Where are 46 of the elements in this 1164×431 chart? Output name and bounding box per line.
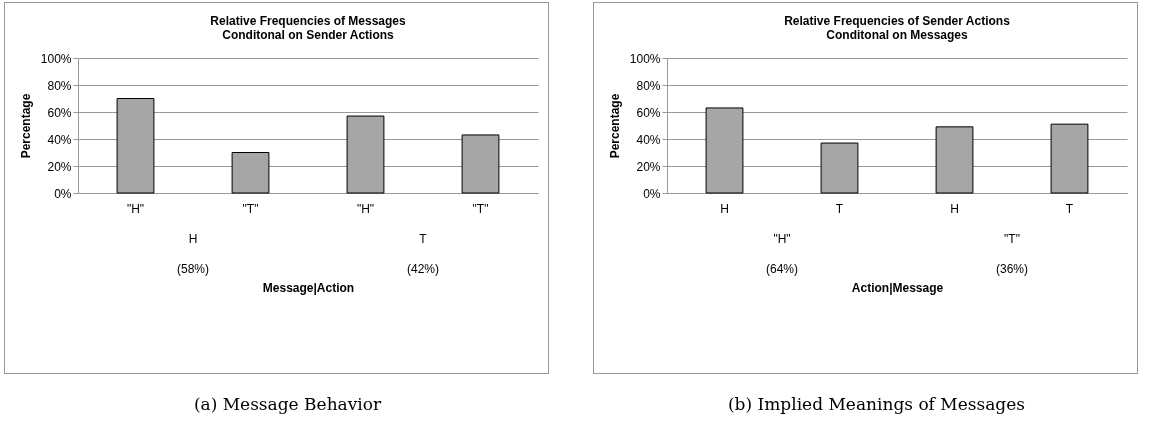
chart-subtitle: Conditonal on Messages: [826, 28, 968, 42]
x-tick-label: "T": [472, 201, 489, 216]
y-tick-label: 40%: [47, 132, 72, 147]
text: (58%): [176, 262, 210, 276]
text: (42%): [406, 262, 440, 276]
y-tick-label: 20%: [47, 159, 72, 174]
text: "H": [773, 232, 791, 246]
y-axis-title: Percentage: [607, 93, 622, 159]
x-tick-label: T: [835, 201, 844, 216]
chart-subtitle: Conditonal on Sender Actions: [222, 28, 395, 42]
y-tick-label: 20%: [636, 159, 661, 174]
x-tick-label: "H": [126, 201, 145, 216]
x-tick-label: "H": [356, 201, 375, 216]
text: (64%): [765, 262, 799, 276]
text: T: [419, 232, 428, 246]
chart-title: Relative Frequencies of Sender Actions: [784, 14, 1011, 28]
y-tick-label: 80%: [636, 78, 661, 93]
bar: [346, 115, 385, 194]
x-tick-label: T: [1065, 201, 1074, 216]
y-tick-label: 80%: [47, 78, 72, 93]
x-tick-label: "T": [242, 201, 259, 216]
y-axis-title: Percentage: [18, 93, 33, 159]
x-axis-title: Action|Message: [851, 280, 944, 295]
y-tick-label: 0%: [643, 186, 661, 201]
text: H: [188, 232, 198, 246]
chart-title: Relative Frequencies of Messages: [210, 14, 407, 28]
y-tick-label: 0%: [54, 186, 72, 201]
bar: [231, 152, 270, 194]
bar: [705, 107, 744, 194]
bar: [820, 142, 859, 194]
bar: [1050, 123, 1089, 194]
y-tick-label: 60%: [636, 105, 661, 120]
bar: [461, 134, 500, 194]
x-tick-label: H: [950, 201, 959, 216]
x-axis-title: Message|Action: [262, 280, 355, 295]
y-tick-label: 100%: [40, 51, 72, 66]
bar: [116, 98, 155, 194]
text: (a) Message Behavior: [192, 394, 383, 414]
y-tick-label: 40%: [636, 132, 661, 147]
y-tick-label: 100%: [629, 51, 661, 66]
text: (36%): [995, 262, 1029, 276]
text: "T": [1004, 232, 1020, 246]
y-tick-label: 60%: [47, 105, 72, 120]
x-tick-label: H: [720, 201, 729, 216]
text: (b) Implied Meanings of Messages: [726, 394, 1027, 414]
bar: [935, 126, 974, 194]
